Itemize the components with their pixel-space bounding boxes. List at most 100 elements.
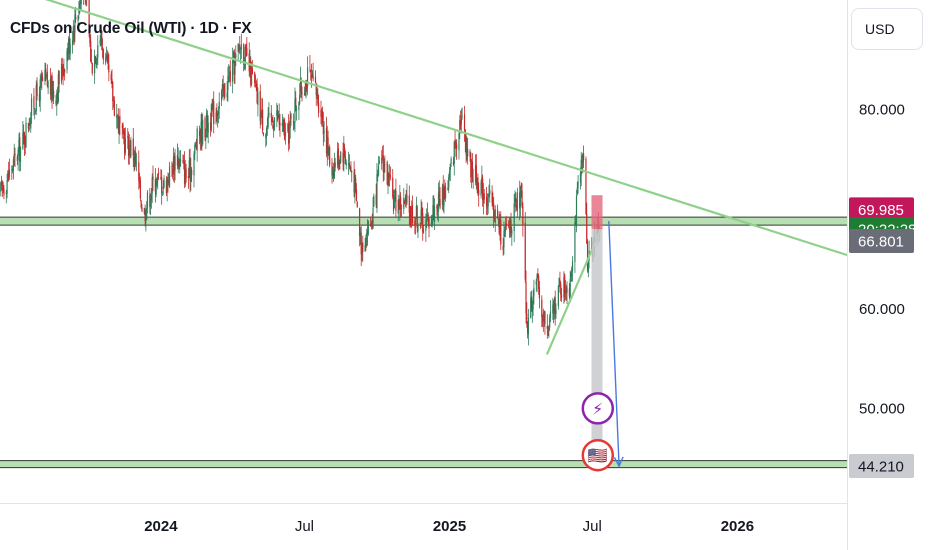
candle-body	[548, 328, 550, 330]
candle-body	[497, 209, 499, 218]
support-zone-2[interactable]	[0, 460, 847, 468]
candle-body	[229, 71, 231, 82]
candle	[277, 110, 279, 119]
candle	[332, 166, 334, 180]
candle-body	[254, 84, 257, 86]
candle	[184, 160, 186, 188]
projection-arrow-line[interactable]	[608, 221, 620, 467]
candle-body	[0, 180, 3, 185]
candle	[143, 207, 145, 215]
candle-body	[257, 92, 259, 105]
lightning-icon[interactable]: ⚡	[581, 392, 615, 425]
candle	[138, 150, 140, 190]
candle-body	[71, 40, 74, 46]
candle-body	[327, 137, 329, 155]
candle-body	[381, 156, 384, 157]
candle-body	[541, 317, 544, 323]
candle	[370, 216, 372, 227]
candle-body	[293, 122, 295, 123]
candle-body	[232, 57, 234, 82]
candle	[312, 62, 314, 82]
candle	[355, 174, 357, 193]
us-flag-icon[interactable]: 🇺🇸	[581, 438, 615, 472]
candle	[532, 289, 534, 316]
price-label[interactable]: 66.801	[849, 229, 914, 254]
candle-body	[349, 165, 351, 167]
price-label[interactable]: 44.210	[849, 454, 914, 479]
candle	[586, 202, 588, 244]
candle	[354, 169, 356, 204]
candle	[409, 205, 411, 228]
candle	[196, 125, 198, 162]
candle	[288, 114, 290, 152]
candle-body	[576, 187, 578, 194]
candle	[538, 280, 541, 309]
candle	[580, 151, 582, 187]
candle-body	[325, 127, 328, 154]
candle	[408, 185, 410, 225]
candle-body	[28, 127, 30, 131]
candle	[586, 238, 589, 273]
candle	[405, 189, 407, 209]
candle	[403, 188, 405, 214]
candle-body	[188, 160, 190, 177]
candle	[38, 86, 41, 107]
candle	[57, 69, 59, 104]
candle-body	[433, 206, 436, 222]
candle-body	[394, 190, 396, 193]
candle-body	[389, 175, 391, 177]
price-label[interactable]: 69.985	[849, 197, 914, 222]
stop-loss-zone[interactable]	[591, 195, 603, 230]
support-zone-1[interactable]	[0, 217, 847, 226]
candle-body	[388, 174, 390, 178]
candle	[281, 114, 283, 133]
candle	[257, 87, 259, 117]
candle	[337, 143, 339, 171]
candle	[194, 141, 197, 148]
candle-body	[56, 91, 59, 99]
candle	[481, 165, 483, 194]
candle	[146, 201, 148, 221]
candle	[498, 211, 500, 236]
candle	[179, 149, 182, 168]
time-axis-panel[interactable]	[0, 503, 847, 550]
candle-body	[300, 79, 302, 94]
x-tick-label: 2025	[433, 518, 466, 535]
candle	[553, 299, 555, 324]
candle-body	[44, 69, 46, 82]
candle	[239, 36, 241, 55]
candle-body	[386, 161, 388, 185]
candle-body	[8, 173, 10, 178]
candle	[383, 158, 385, 181]
candle	[499, 213, 501, 241]
candle-body	[377, 165, 380, 176]
candle	[538, 273, 540, 295]
candle	[128, 134, 130, 165]
candle-body	[161, 177, 163, 194]
candle	[245, 43, 247, 57]
candle	[492, 192, 494, 210]
candle-body	[522, 206, 524, 226]
candle-body	[310, 74, 313, 79]
candle-body	[30, 116, 32, 129]
descending-trendline[interactable]	[11, 0, 849, 257]
candle	[46, 64, 48, 88]
candle	[514, 190, 516, 208]
candle	[400, 192, 402, 217]
currency-button[interactable]: USD	[851, 8, 923, 50]
candle	[95, 58, 97, 68]
candle	[452, 156, 455, 167]
candle	[221, 79, 223, 99]
candle	[183, 155, 185, 170]
candle	[90, 34, 92, 63]
candle	[288, 120, 291, 150]
candle-body	[405, 196, 407, 203]
candle	[541, 314, 544, 328]
candle-body	[459, 119, 462, 126]
candle-body	[277, 115, 279, 118]
candle-body	[243, 66, 246, 68]
candle-body	[133, 156, 135, 161]
take-profit-zone[interactable]	[591, 229, 603, 467]
